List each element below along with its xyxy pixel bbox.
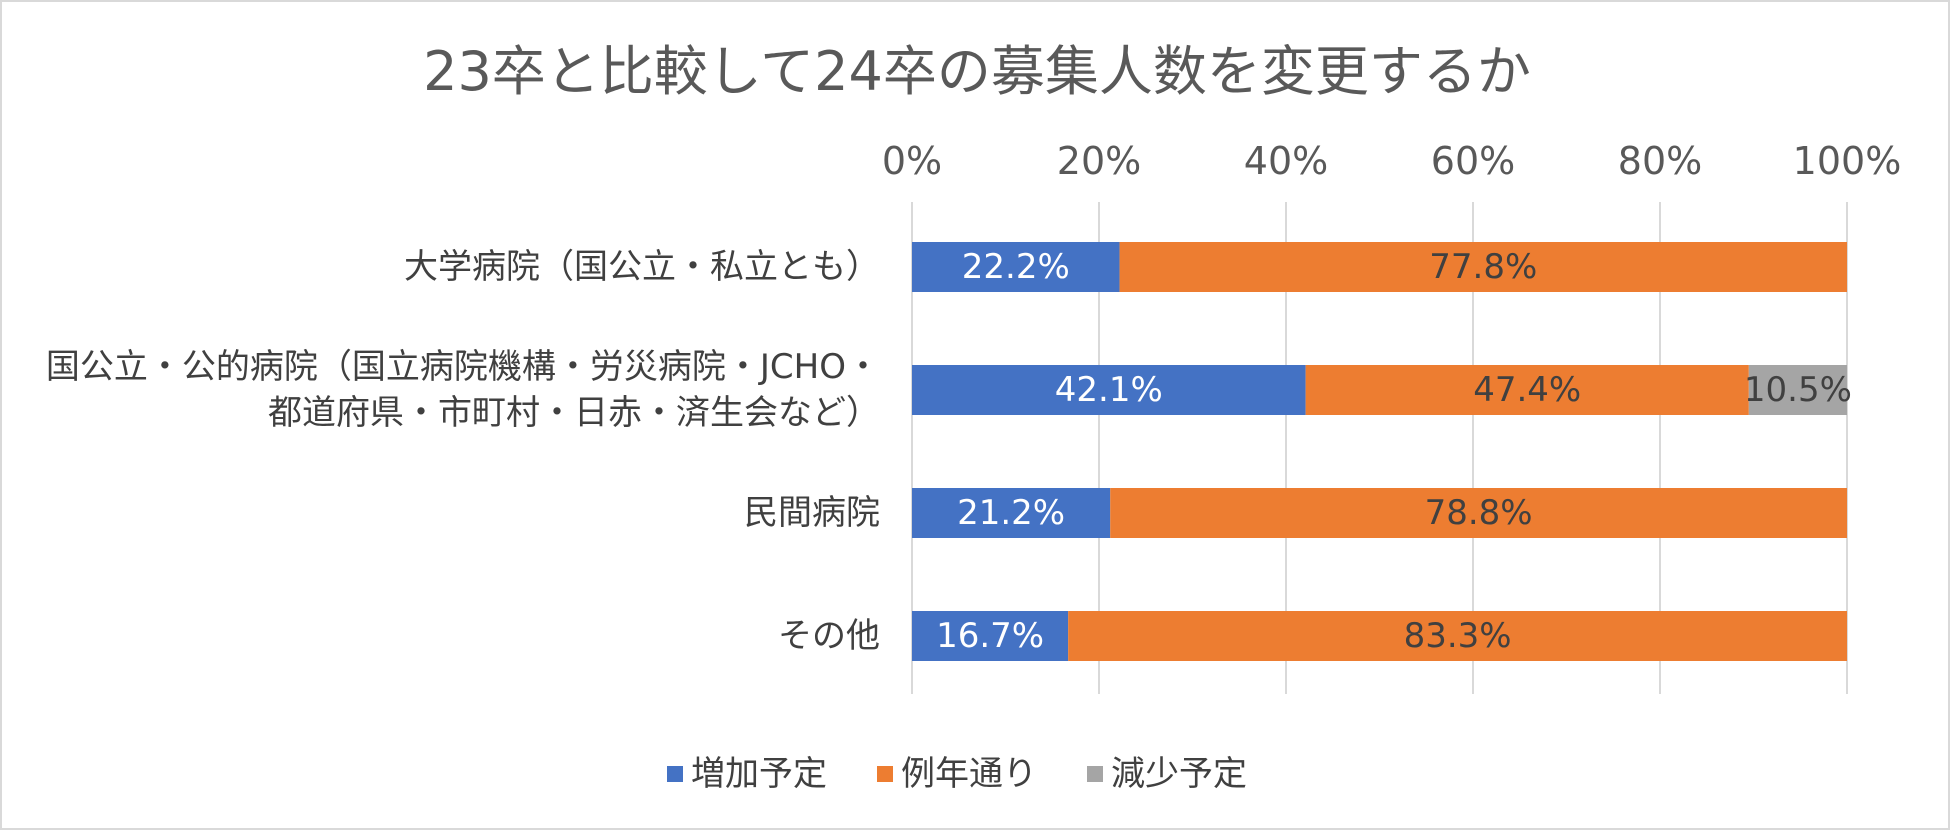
data-label: 83.3%	[1404, 616, 1512, 656]
bar-segment	[912, 242, 1120, 292]
data-label: 77.8%	[1429, 247, 1537, 287]
data-label: 78.8%	[1425, 493, 1533, 533]
data-labels: 22.2% 77.8% 42.1% 47.4% 10.5% 21.2% 78.8% 16.7%…	[936, 247, 1852, 656]
bar-segment	[912, 611, 1069, 661]
category-label: 民間病院	[744, 493, 880, 533]
bar-segment	[1110, 488, 1847, 538]
data-label: 21.2%	[957, 493, 1065, 533]
x-axis-ticks: 0% 20% 40% 60% 80% 100%	[882, 139, 1901, 183]
category-label: 都道府県・市町村・日赤・済生会など）	[268, 393, 880, 433]
x-tick-label: 80%	[1618, 139, 1702, 183]
category-label: その他	[778, 616, 880, 656]
legend-label: 増加予定	[691, 754, 827, 794]
x-tick-label: 100%	[1793, 139, 1902, 183]
category-labels: 大学病院（国公立・私立とも） 国公立・公的病院（国立病院機構・労災病院・JCHO・…	[46, 247, 880, 656]
category-label: 国公立・公的病院（国立病院機構・労災病院・JCHO・	[46, 347, 880, 387]
legend-swatch	[877, 766, 893, 782]
legend-label: 例年通り	[901, 754, 1037, 794]
bars	[912, 242, 1847, 661]
legend-swatch	[667, 766, 683, 782]
legend-swatch	[1087, 766, 1103, 782]
data-label: 42.1%	[1055, 370, 1163, 410]
legend-label: 減少予定	[1111, 754, 1247, 794]
bar-segment	[1305, 365, 1749, 415]
data-label: 16.7%	[936, 616, 1044, 656]
legend: 増加予定 例年通り 減少予定	[667, 754, 1247, 794]
x-tick-label: 60%	[1431, 139, 1515, 183]
category-label: 大学病院（国公立・私立とも）	[404, 247, 880, 287]
bar-segment	[1119, 242, 1847, 292]
bar-segment	[912, 365, 1306, 415]
bar-segment	[912, 488, 1111, 538]
bar-segment	[1068, 611, 1847, 661]
data-label: 22.2%	[962, 247, 1070, 287]
x-tick-label: 20%	[1057, 139, 1141, 183]
x-tick-label: 40%	[1244, 139, 1328, 183]
x-tick-label: 0%	[882, 139, 942, 183]
bar-segment	[1748, 365, 1847, 415]
data-label: 47.4%	[1473, 370, 1581, 410]
data-label: 10.5%	[1744, 370, 1852, 410]
chart-title: 23卒と比較して24卒の募集人数を変更するか	[423, 40, 1531, 103]
